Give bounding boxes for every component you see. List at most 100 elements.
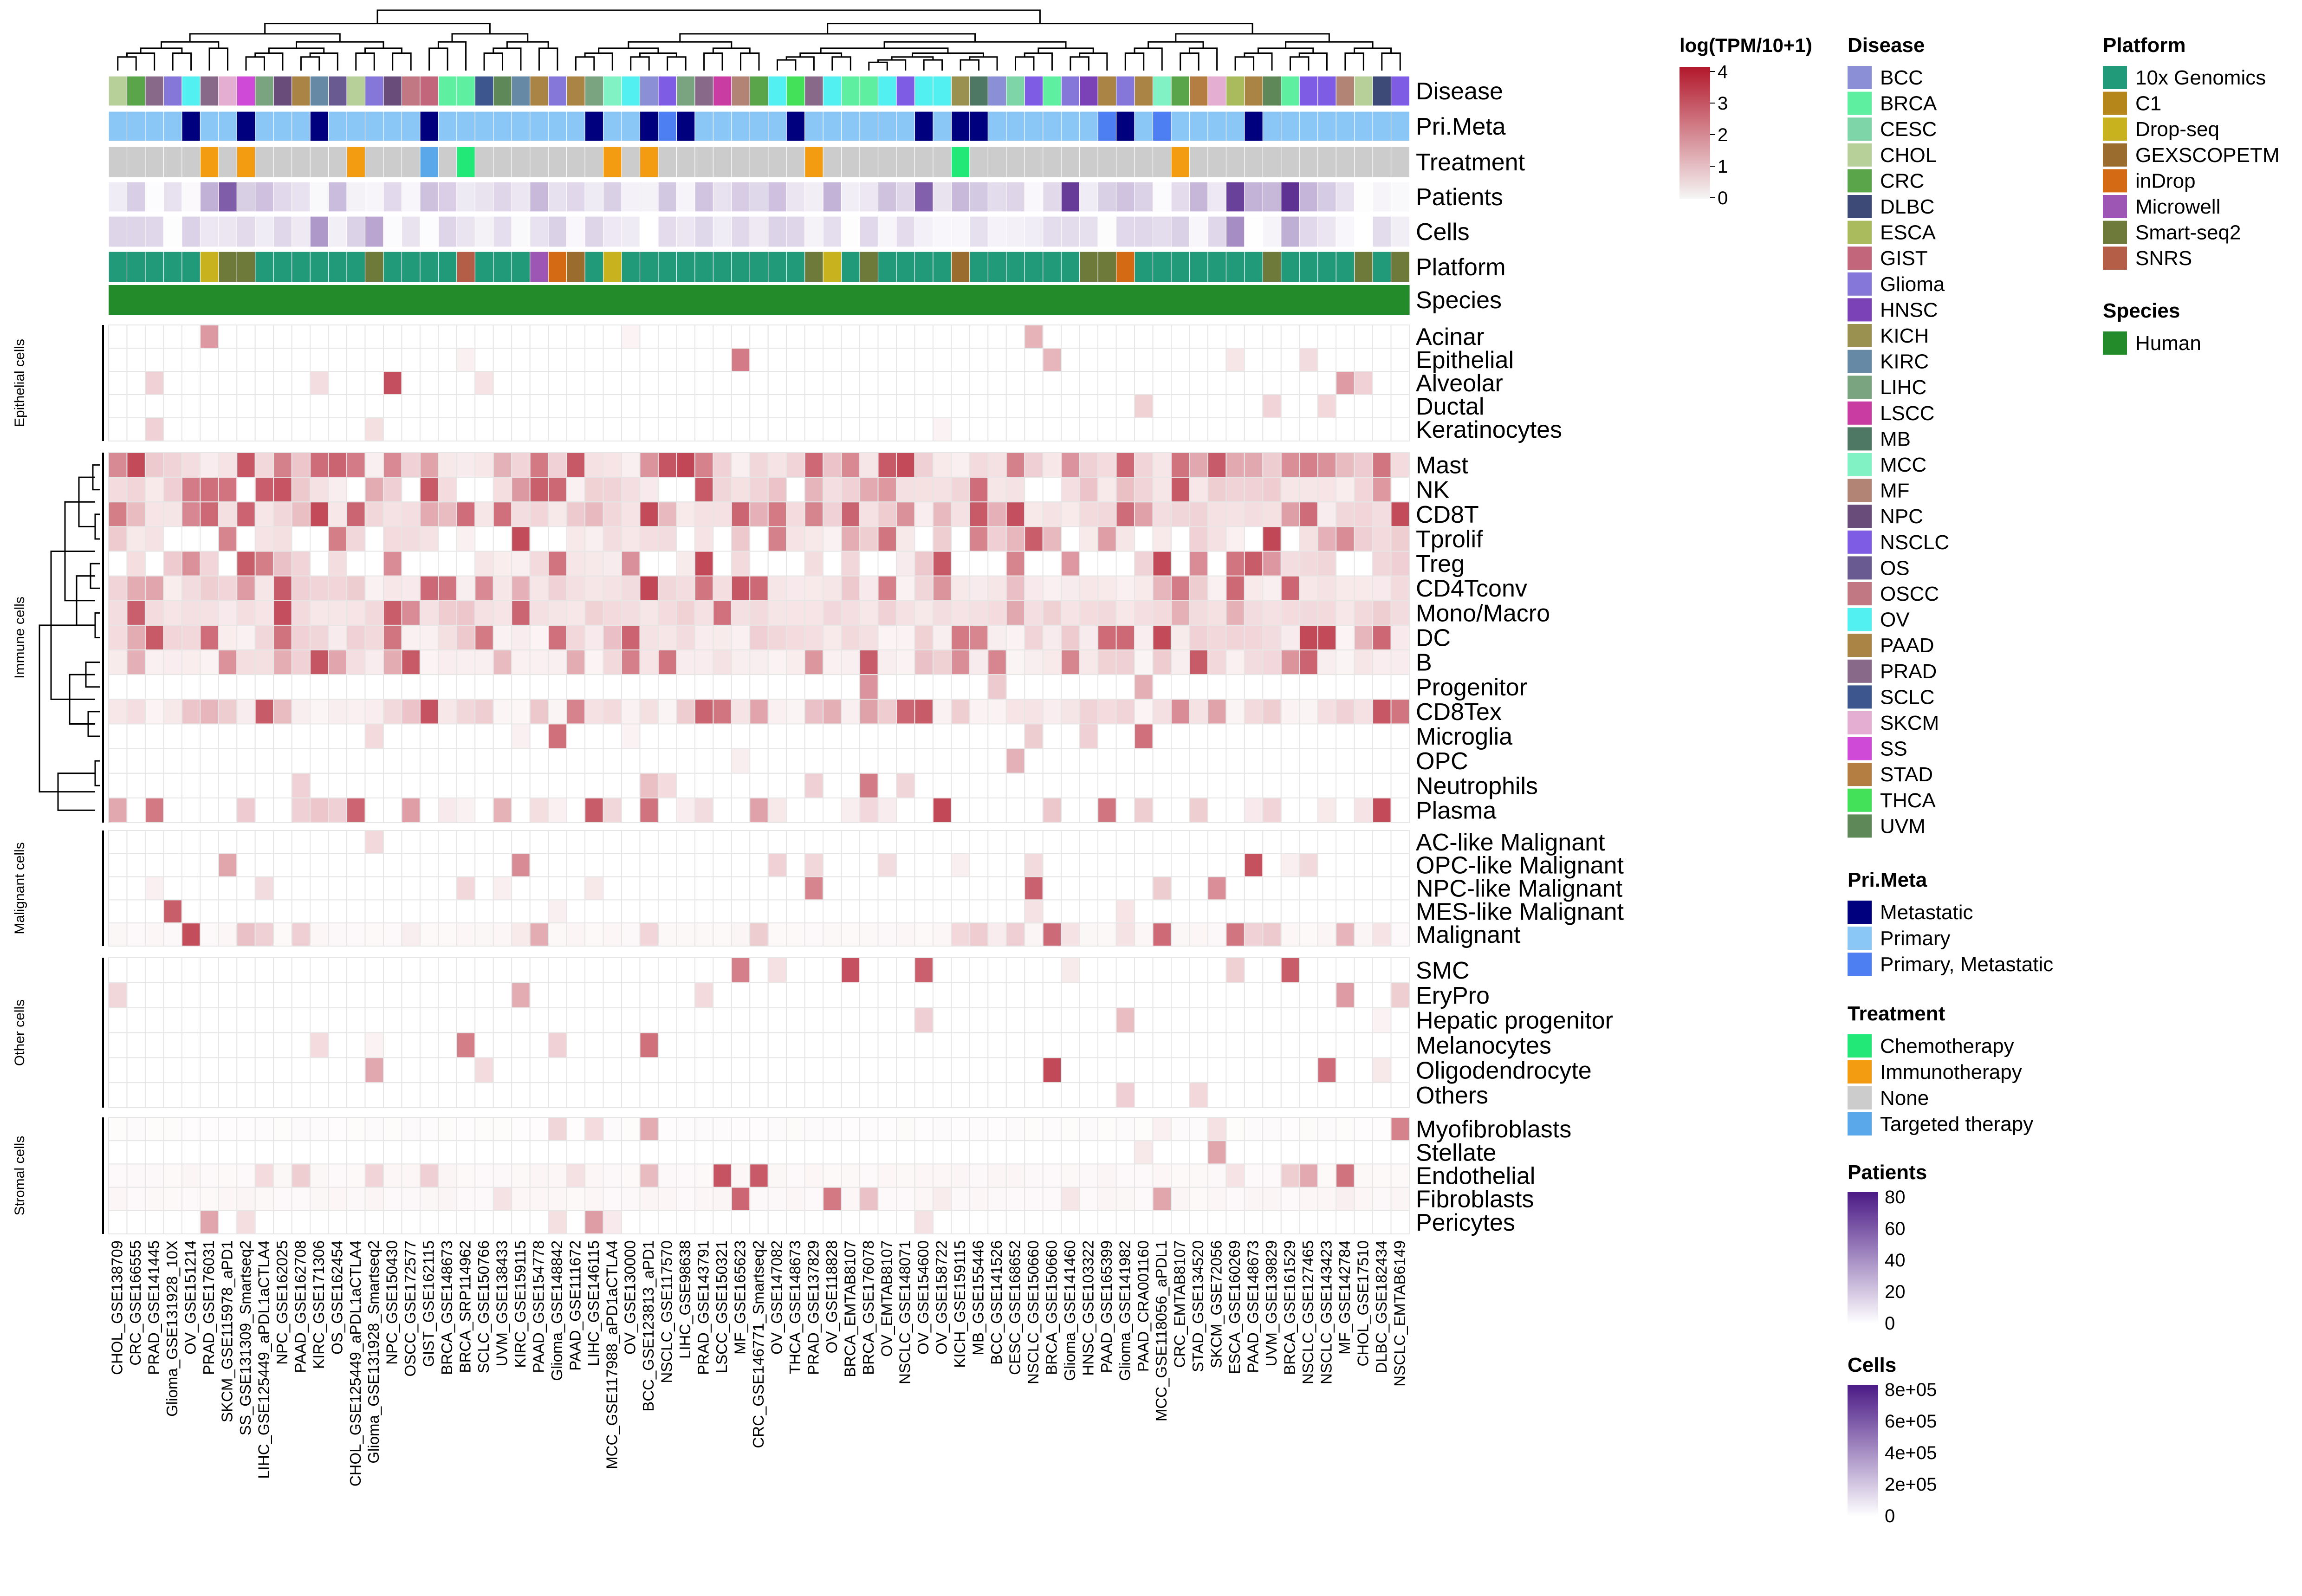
heatmap-cell [1024, 624, 1044, 651]
heatmap-cell [694, 477, 714, 503]
heatmap-cell [859, 1032, 879, 1058]
heatmap-cell [1317, 1163, 1337, 1188]
legend-swatch [1848, 927, 1872, 950]
heatmap-cell [163, 1187, 182, 1211]
heatmap-cell [291, 922, 311, 947]
heatmap-cell [126, 1032, 146, 1058]
patients-cell [1097, 182, 1117, 212]
heatmap-cell [932, 452, 952, 478]
heatmap-cell [1061, 452, 1080, 478]
heatmap-cell [1299, 674, 1318, 700]
heatmap-cell [1207, 853, 1227, 877]
heatmap-cell [1262, 748, 1282, 774]
heatmap-cell [1336, 699, 1355, 725]
heatmap-cell [1189, 876, 1208, 901]
heatmap-cell [511, 1117, 531, 1142]
heatmap-cell [969, 1210, 989, 1235]
heatmap-cell [383, 371, 402, 395]
heatmap-cell [731, 1117, 751, 1142]
heatmap-cell [1170, 371, 1190, 395]
heatmap-cell [1134, 417, 1154, 441]
heatmap-cell [914, 876, 934, 901]
heatmap-cell [1226, 501, 1245, 527]
heatmap-cell [1372, 922, 1392, 947]
heatmap-cell [181, 624, 201, 651]
heatmap-cell [694, 324, 714, 349]
heatmap-cell [823, 876, 842, 901]
heatmap-cell [511, 526, 531, 552]
heatmap-cell [126, 723, 146, 749]
disease-cell [1299, 76, 1318, 106]
heatmap-cell [511, 452, 531, 478]
heatmap-cell [786, 600, 805, 626]
heatmap-cell [1024, 348, 1044, 372]
heatmap-cell [200, 772, 219, 798]
heatmap-cell [969, 477, 989, 503]
heatmap-cell [914, 551, 934, 577]
disease-cell [163, 76, 183, 106]
heatmap-cell [254, 501, 274, 527]
heatmap-cell [603, 899, 623, 924]
heatmap-cell [144, 723, 164, 749]
heatmap-cell [951, 324, 970, 349]
heatmap-cell [877, 526, 897, 552]
heatmap-cell [1299, 1117, 1318, 1142]
heatmap-cell [529, 982, 549, 1008]
heatmap-cell [548, 371, 567, 395]
heatmap-cell [895, 324, 915, 349]
heatmap-cell [1244, 624, 1264, 651]
heatmap-cell [529, 417, 549, 441]
heatmap-cell [1317, 452, 1337, 478]
heatmap-cell [493, 876, 512, 901]
heatmap-cell [1115, 772, 1135, 798]
heatmap-cell [328, 526, 348, 552]
heatmap-cell [1354, 1210, 1374, 1235]
patients-cell [1061, 182, 1080, 212]
heatmap-cell [364, 1210, 384, 1235]
heatmap-cell [1115, 674, 1135, 700]
heatmap-cell [328, 1187, 348, 1211]
row-label: Stellate [1416, 1139, 1496, 1166]
heatmap-cell [694, 600, 714, 626]
heatmap-cell [1280, 452, 1300, 478]
heatmap-cell [969, 1007, 989, 1033]
heatmap-cell [969, 1082, 989, 1109]
heatmap-cell [1280, 1117, 1300, 1142]
heatmap-cell [566, 575, 586, 601]
heatmap-cell [254, 394, 274, 418]
heatmap-cell [438, 649, 457, 675]
heatmap-cell [584, 1210, 604, 1235]
cells-cell [1115, 216, 1135, 247]
heatmap-cell [1244, 600, 1264, 626]
legend-swatch [1848, 711, 1872, 734]
heatmap-cell [474, 748, 494, 774]
heatmap-cell [364, 348, 384, 372]
heatmap-cell [841, 452, 861, 478]
heatmap-cell [1079, 982, 1099, 1008]
heatmap-cell [273, 477, 292, 503]
heatmap-cell [621, 1117, 641, 1142]
heatmap-cell [1061, 501, 1080, 527]
heatmap-cell [273, 1082, 292, 1109]
heatmap-cell [1005, 1117, 1025, 1142]
heatmap-cell [786, 1163, 805, 1188]
primeta-cell [1299, 111, 1318, 142]
heatmap-cell [713, 853, 732, 877]
heatmap-cell [1226, 526, 1245, 552]
heatmap-cell [1262, 477, 1282, 503]
platform-cell [126, 251, 146, 283]
heatmap-cell [1097, 1082, 1117, 1109]
heatmap-cell [1061, 772, 1080, 798]
heatmap-cell [969, 772, 989, 798]
species-cell [713, 285, 732, 315]
row-label: Tprolif [1416, 526, 1483, 553]
heatmap-cell [328, 1032, 348, 1058]
patients-cell [1152, 182, 1172, 212]
heatmap-cell [1226, 477, 1245, 503]
heatmap-cell [1354, 526, 1374, 552]
heatmap-cell [1280, 899, 1300, 924]
heatmap-cell [1042, 922, 1062, 947]
heatmap-cell [1372, 1187, 1392, 1211]
legend-swatch [1848, 505, 1872, 528]
heatmap-cell [877, 922, 897, 947]
